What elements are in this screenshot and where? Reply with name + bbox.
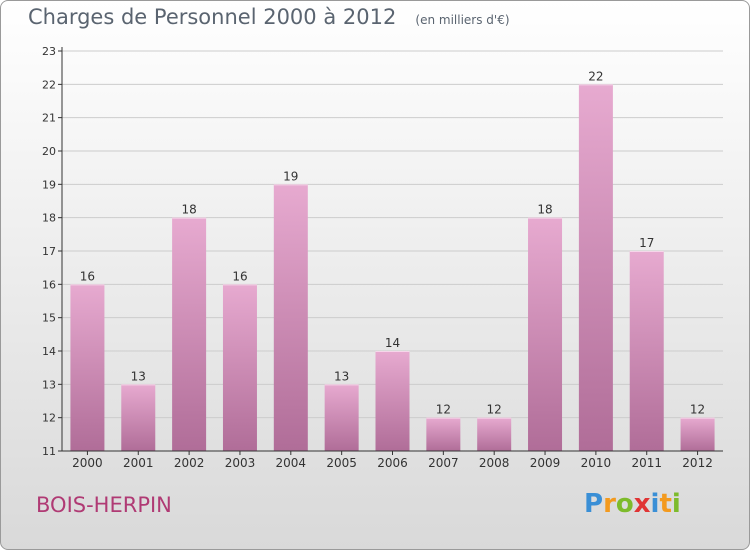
bar-value-label: 12 — [436, 403, 451, 417]
logo-letter: i — [650, 489, 660, 519]
y-tick-label: 16 — [42, 278, 56, 291]
bar — [375, 351, 410, 451]
y-tick-label: 18 — [42, 212, 56, 225]
x-tick-label: 2004 — [276, 456, 307, 470]
bar — [680, 417, 715, 451]
bar — [273, 184, 308, 452]
logo-letter: o — [615, 489, 634, 519]
x-tick-label: 2012 — [682, 456, 713, 470]
bar — [324, 384, 359, 451]
bar — [528, 217, 563, 451]
y-tick-label: 13 — [42, 378, 56, 391]
commune-name: BOIS-HERPIN — [36, 493, 172, 517]
logo-letter: i — [671, 489, 681, 519]
bar — [426, 417, 461, 451]
bar — [172, 217, 207, 451]
y-tick-label: 23 — [42, 45, 56, 58]
x-tick-label: 2002 — [174, 456, 205, 470]
y-tick-label: 12 — [42, 412, 56, 425]
bar-value-label: 18 — [537, 203, 552, 217]
bar — [222, 284, 257, 451]
bars — [70, 84, 715, 452]
y-tick-label: 22 — [42, 78, 56, 91]
y-tick-label: 15 — [42, 312, 56, 325]
x-tick-label: 2000 — [72, 456, 103, 470]
bar-value-label: 13 — [131, 369, 146, 383]
y-tick-label: 17 — [42, 245, 56, 258]
axes — [58, 47, 723, 455]
bar-value-label: 13 — [334, 369, 349, 383]
y-tick-label: 19 — [42, 178, 56, 191]
bar — [121, 384, 156, 451]
bar-value-label: 22 — [588, 69, 603, 83]
y-tick-label: 20 — [42, 145, 56, 158]
x-tick-label: 2007 — [428, 456, 459, 470]
chart-title: Charges de Personnel 2000 à 2012 — [28, 5, 397, 29]
title-block: Charges de Personnel 2000 à 2012 (en mil… — [28, 5, 510, 29]
bar — [477, 417, 512, 451]
bar-value-label: 12 — [690, 403, 705, 417]
y-tick-label: 11 — [42, 445, 56, 458]
x-tick-label: 2005 — [326, 456, 357, 470]
bar-value-label: 17 — [639, 236, 654, 250]
x-tick-label: 2003 — [225, 456, 256, 470]
bar-value-label: 16 — [80, 269, 95, 283]
bar-value-label: 16 — [232, 269, 247, 283]
logo-letter: t — [659, 489, 672, 519]
chart-subtitle: (en milliers d'€) — [415, 13, 510, 27]
y-tick-label: 14 — [42, 345, 56, 358]
bar — [70, 284, 105, 451]
x-tick-label: 2001 — [123, 456, 154, 470]
logo-letter: P — [584, 489, 604, 519]
bar-value-label: 12 — [487, 403, 502, 417]
bar — [629, 251, 664, 451]
logo-letter: r — [603, 489, 616, 519]
x-tick-label: 2008 — [479, 456, 510, 470]
x-tick-label: 2011 — [631, 456, 662, 470]
proxiti-logo[interactable]: Proxiti — [584, 489, 681, 519]
x-tick-label: 2009 — [530, 456, 561, 470]
x-tick-label: 2006 — [377, 456, 408, 470]
bar-value-label: 14 — [385, 336, 400, 350]
logo-letter: x — [633, 489, 651, 519]
x-tick-label: 2010 — [581, 456, 612, 470]
bar — [578, 84, 613, 451]
bar-value-label: 18 — [181, 203, 196, 217]
labels: 11 12 13 14 15 16 17 18 19 20 21 22 23 16 2000 13 2001 18… — [42, 45, 713, 470]
bar-value-label: 19 — [283, 169, 298, 183]
y-tick-label: 21 — [42, 112, 56, 125]
